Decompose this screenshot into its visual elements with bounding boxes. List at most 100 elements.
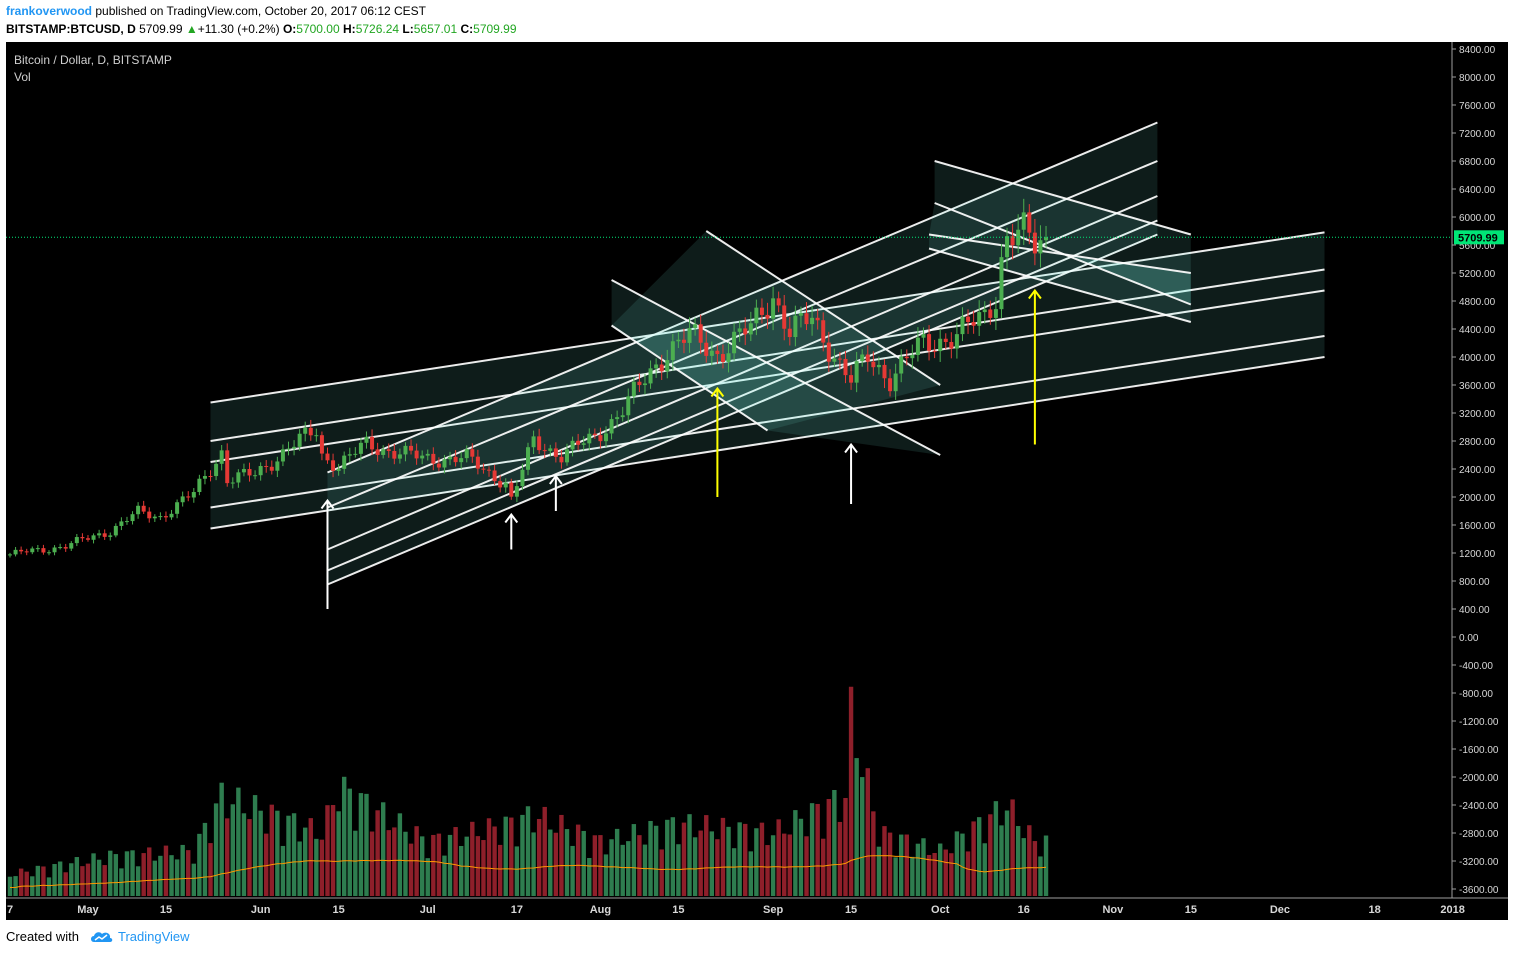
volume-bar [999, 825, 1004, 896]
volume-bar [871, 811, 876, 896]
price-axis-background[interactable] [1452, 42, 1508, 898]
candle-body [943, 338, 948, 342]
channel-line [327, 121, 1158, 474]
y-tick-label: 2000.00 [1459, 493, 1496, 504]
candle-body [860, 354, 865, 362]
arrow-annotations[interactable] [320, 288, 1042, 610]
candle-body [648, 368, 653, 384]
candle-body [219, 450, 224, 464]
candle-body [798, 313, 803, 316]
y-tick-label: 7600.00 [1459, 101, 1496, 112]
volume-bar [575, 824, 581, 896]
volume-bar [748, 851, 754, 896]
volume-bar [303, 827, 308, 896]
candle-body [514, 486, 519, 497]
candle-body [871, 361, 876, 368]
candle-body [732, 331, 737, 354]
volume-bar [798, 818, 804, 896]
x-tick-label: Sep [763, 904, 783, 916]
author-link[interactable]: frankoverwood [6, 4, 93, 18]
volume-bar [553, 832, 559, 896]
volume-bar [108, 850, 113, 896]
time-axis-background[interactable] [6, 898, 1508, 920]
tradingview-link[interactable]: TradingView [118, 929, 190, 944]
volume-bar [804, 836, 809, 896]
volume-bar [158, 855, 163, 896]
volume-bar [470, 821, 475, 896]
volume-bar [620, 844, 625, 896]
tradingview-cloud-icon[interactable] [88, 928, 114, 946]
candle-body [687, 328, 692, 343]
candle-body [709, 350, 714, 356]
candle-body [1032, 232, 1037, 254]
volume-bar [169, 855, 174, 896]
candle-body [191, 492, 196, 498]
candle-body [275, 461, 280, 471]
candle-body [336, 468, 341, 471]
price-chart[interactable]: 8400.00 8000.00 7600.00 7200.00 6800.00 6400.… [0, 42, 1514, 920]
channel-fill [327, 122, 1158, 508]
volume-bar [653, 825, 659, 896]
volume-bar [380, 802, 386, 896]
volume-bar [197, 833, 202, 896]
candle-body [865, 354, 870, 362]
candle-body [977, 312, 982, 326]
candle-body [1027, 212, 1032, 233]
volume-bar [737, 822, 742, 896]
volume-bar [425, 858, 430, 896]
volume-bar [353, 830, 358, 896]
candle-body [453, 456, 458, 463]
candle-body [303, 427, 308, 434]
volume-bar [570, 845, 575, 896]
candle-body [292, 446, 297, 449]
volume-bar [854, 758, 859, 896]
candle-body [787, 328, 792, 338]
channel-fill [929, 203, 1191, 305]
chart-title: Bitcoin / Dollar, D, BITSTAMP [14, 53, 172, 67]
candle-body [966, 316, 971, 323]
candle-body [230, 482, 235, 484]
volume-bar [603, 854, 609, 896]
volume-bar [821, 838, 826, 896]
candle-body [409, 445, 414, 451]
y-tick-label: 800.00 [1459, 577, 1490, 588]
candle-body [642, 383, 647, 386]
close-label: C: [460, 22, 474, 36]
candle-body [269, 466, 274, 471]
footer-bar: Created with TradingView [0, 920, 1514, 954]
volume-bar [24, 871, 29, 896]
candle-body [46, 552, 51, 554]
volume-bar [659, 849, 664, 896]
channel-fill [929, 234, 1191, 322]
candle-body [214, 463, 219, 477]
open-value: 5700.00 [296, 22, 340, 36]
volume-bar [141, 853, 146, 896]
volume-bar [325, 805, 330, 896]
volume-bar [1015, 826, 1021, 896]
candle-body [381, 449, 386, 455]
candle-body [754, 307, 759, 324]
y-tick-label: 8400.00 [1459, 45, 1496, 56]
candle-body [208, 476, 213, 478]
chart-area[interactable]: 8400.00 8000.00 7600.00 7200.00 6800.00 6400.… [0, 42, 1514, 920]
volume-bar [982, 843, 987, 896]
last-price-tag: 5709.99 [1458, 232, 1498, 244]
volume-bar [358, 793, 364, 896]
candle-body [720, 354, 725, 362]
volume-bar [63, 872, 68, 896]
y-tick-label: -1600.00 [1459, 745, 1499, 756]
candle-body [915, 337, 920, 356]
candle-body [626, 396, 631, 416]
volume-bar [581, 830, 586, 896]
volume-bar [7, 876, 13, 896]
candle-body [771, 298, 776, 319]
volume-bar [765, 845, 770, 896]
candle-body [553, 448, 558, 457]
channel-drawings[interactable] [210, 121, 1325, 586]
volume-bar [475, 836, 481, 896]
volume-bar [988, 814, 993, 896]
y-tick-label: -3600.00 [1459, 885, 1499, 896]
y-tick-label: 6800.00 [1459, 157, 1496, 168]
x-tick-label: 2018 [1440, 904, 1464, 916]
header-bar: frankoverwood published on TradingView.c… [0, 0, 1514, 42]
